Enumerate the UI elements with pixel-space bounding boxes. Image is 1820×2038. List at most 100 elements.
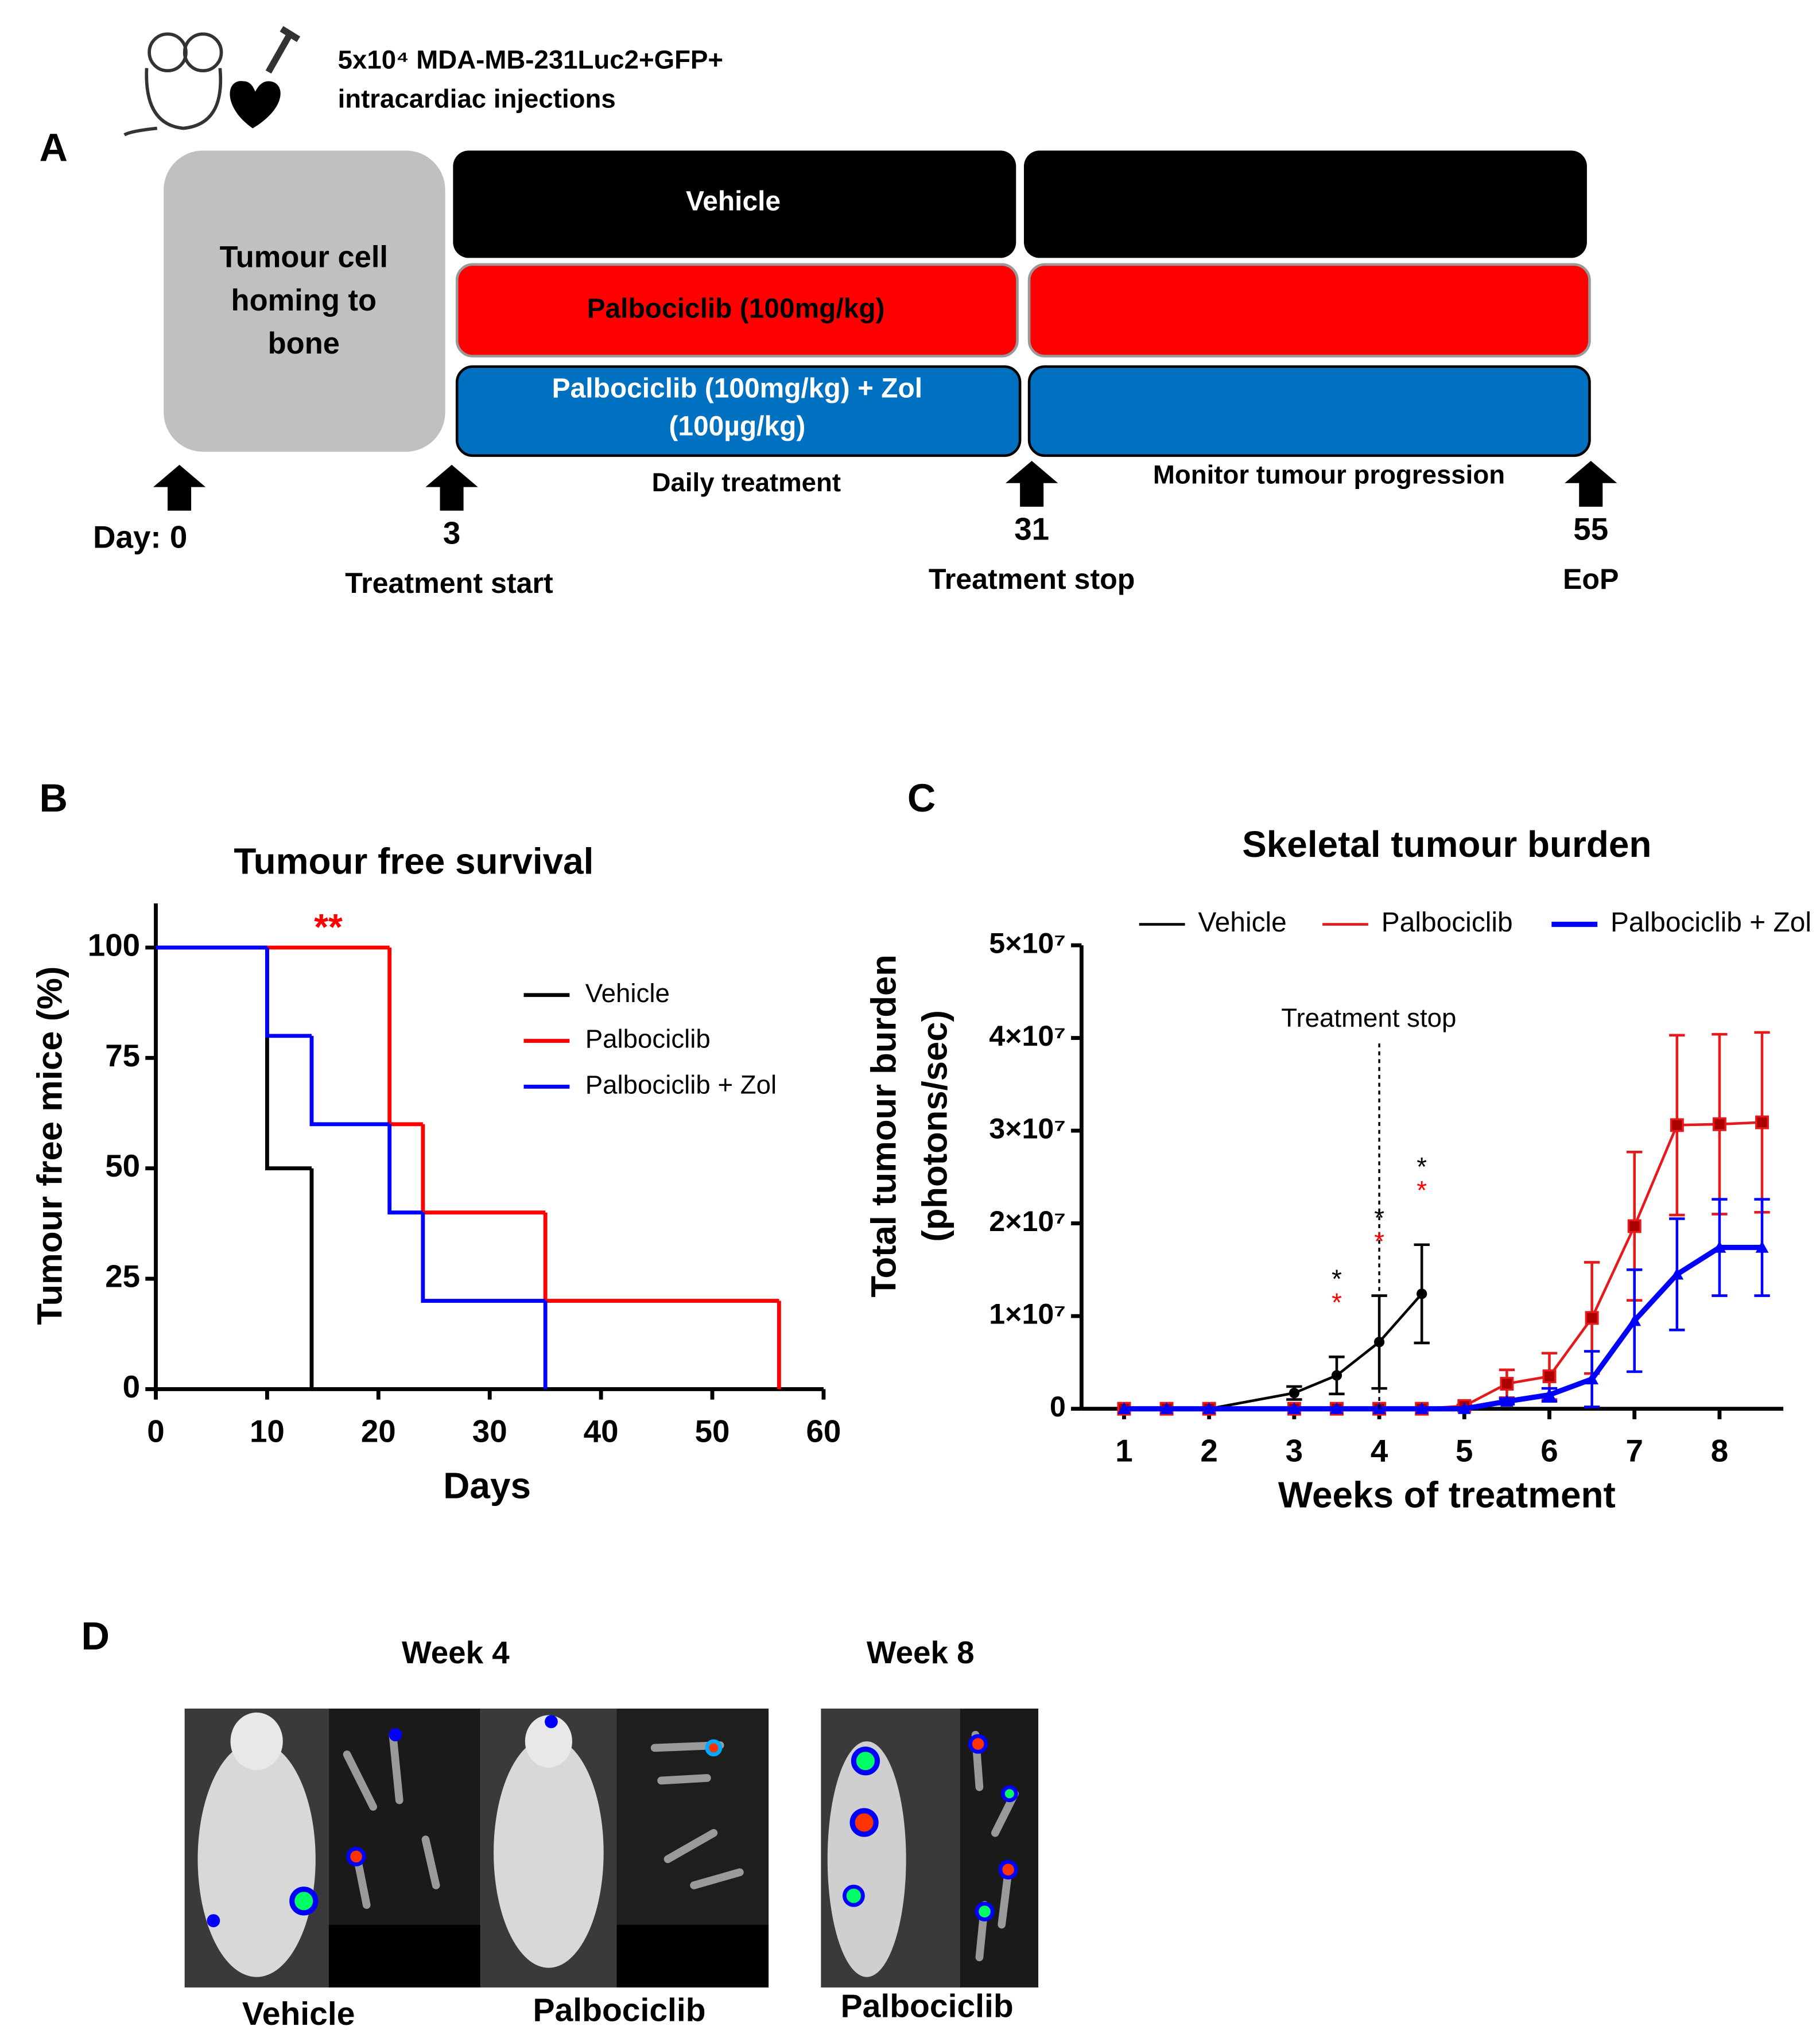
y-tick-label: 2×10⁷: [989, 1205, 1066, 1237]
x-tick-label: 4: [1371, 1433, 1388, 1469]
week-label: Week 8: [867, 1635, 975, 1670]
day-label: 31: [1014, 511, 1049, 547]
header-line: intracardiac injections: [338, 84, 616, 114]
injection-icon: [123, 26, 301, 137]
survival-step: [309, 1035, 390, 1127]
survival-step: [387, 1124, 423, 1215]
image-caption: Palbociclib: [841, 1988, 1014, 2025]
x-tick-label: 10: [250, 1413, 285, 1449]
x-tick-label: 30: [472, 1413, 507, 1449]
survival-step: [265, 948, 312, 1038]
homing-text: bone: [268, 327, 340, 360]
y-tick-label: 5×10⁷: [989, 927, 1066, 959]
x-tick-label: 6: [1540, 1433, 1558, 1469]
combo-box: [1027, 365, 1591, 457]
point: [1585, 1372, 1599, 1385]
point: [1542, 1369, 1557, 1384]
day-label: 3: [443, 515, 460, 551]
combo-text: (100µg/kg): [669, 412, 805, 442]
survival-step: [387, 948, 423, 1127]
day-label: 55: [1573, 511, 1608, 547]
phase-text: Daily treatment: [652, 468, 841, 497]
x-tick-label: 0: [147, 1413, 164, 1449]
annotation: *: [1374, 1226, 1384, 1256]
y-tick-label: 0: [123, 1369, 140, 1404]
point: [1628, 1314, 1642, 1326]
y-tick-label: 25: [105, 1259, 140, 1294]
panel-label: A: [39, 125, 67, 169]
day-label: Day: 0: [93, 519, 187, 554]
y-tick-label: 0: [1050, 1391, 1066, 1423]
y-tick-label: 50: [105, 1148, 140, 1183]
x-axis-label: Weeks of treatment: [1278, 1474, 1616, 1516]
point: [1755, 1115, 1769, 1129]
legend-label: Palbociclib + Zol: [1611, 907, 1811, 938]
heart-icon: [230, 81, 281, 129]
image-caption: Palbociclib: [533, 1992, 706, 2028]
point: [1457, 1402, 1471, 1414]
survival-step: [421, 1124, 546, 1215]
panel-label: D: [81, 1614, 109, 1658]
point: [1670, 1268, 1684, 1280]
annotation: *: [1417, 1152, 1427, 1181]
phase-text: Monitor tumour progression: [1153, 460, 1505, 489]
annotation: *: [1374, 1203, 1384, 1232]
event-label: Treatment start: [345, 567, 553, 599]
survival-step: [421, 1212, 546, 1303]
x-tick-label: 8: [1711, 1433, 1728, 1469]
point: [1543, 1388, 1556, 1400]
x-tick-label: 40: [584, 1413, 619, 1449]
point: [1755, 1241, 1769, 1253]
chart-title: Skeletal tumour burden: [1242, 824, 1651, 865]
legend-label: Vehicle: [585, 979, 670, 1008]
point: [1202, 1402, 1216, 1414]
point: [1330, 1402, 1344, 1414]
series-line: [1124, 1121, 1763, 1410]
legend-label: Vehicle: [1198, 907, 1286, 938]
x-tick-label: 50: [695, 1413, 730, 1449]
annotation: *: [1332, 1264, 1342, 1294]
annotation: **: [314, 906, 343, 948]
panel-label: B: [39, 776, 67, 820]
point: [1670, 1118, 1684, 1132]
point: [1500, 1395, 1514, 1407]
legend-label: Palbociclib + Zol: [585, 1070, 777, 1099]
bioluminescence-images: [184, 1709, 1039, 1987]
palbociclib-box: [1027, 263, 1591, 358]
series-line: [1124, 1245, 1763, 1412]
legend-label: Palbociclib: [1382, 907, 1513, 938]
y-axis-label: Total tumour burden: [864, 954, 904, 1297]
point: [1585, 1311, 1599, 1325]
point: [1160, 1402, 1173, 1414]
survival-step: [265, 948, 312, 1171]
palbociclib-box: [455, 263, 1019, 358]
vehicle-box: [1023, 150, 1587, 258]
point: [1712, 1117, 1726, 1131]
x-tick-label: 5: [1456, 1433, 1473, 1469]
combo-text: Palbociclib (100mg/kg) + Zol: [552, 373, 922, 403]
x-tick-label: 2: [1200, 1433, 1217, 1469]
homing-text: Tumour cell: [220, 241, 388, 274]
point: [1417, 1288, 1427, 1299]
point: [1331, 1370, 1342, 1381]
x-tick-label: 3: [1286, 1433, 1303, 1469]
vehicle-text: Vehicle: [686, 186, 781, 216]
point: [1117, 1402, 1131, 1414]
y-tick-label: 1×10⁷: [989, 1298, 1066, 1330]
series-line: [1124, 1292, 1423, 1410]
homing-text: homing to: [231, 284, 377, 317]
x-tick-label: 60: [806, 1413, 841, 1449]
timeline-arrows: [153, 461, 1617, 511]
panel-label: C: [907, 776, 936, 820]
point: [1415, 1402, 1429, 1414]
vehicle-box: [453, 150, 1016, 258]
point: [1713, 1241, 1726, 1253]
y-tick-label: 3×10⁷: [989, 1112, 1066, 1144]
point: [1627, 1219, 1642, 1233]
chart-title: Tumour free survival: [234, 841, 593, 882]
event-label: Treatment stop: [929, 563, 1135, 595]
annotation: Treatment stop: [1281, 1003, 1456, 1032]
palbociclib-text: Palbociclib (100mg/kg): [587, 293, 885, 324]
annotation: *: [1332, 1288, 1342, 1317]
